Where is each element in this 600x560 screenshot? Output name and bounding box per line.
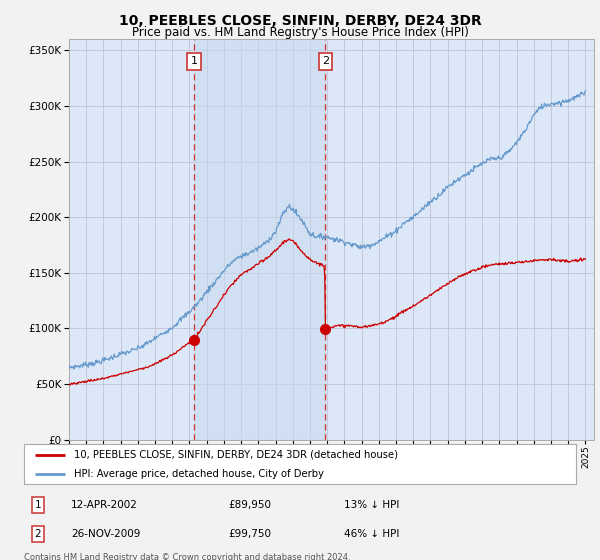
Text: 2: 2 xyxy=(322,57,329,67)
Text: 13% ↓ HPI: 13% ↓ HPI xyxy=(344,500,400,510)
Text: 46% ↓ HPI: 46% ↓ HPI xyxy=(344,529,400,539)
Text: 2: 2 xyxy=(34,529,41,539)
Bar xyxy=(194,39,325,440)
Text: 10, PEEBLES CLOSE, SINFIN, DERBY, DE24 3DR: 10, PEEBLES CLOSE, SINFIN, DERBY, DE24 3… xyxy=(119,14,481,28)
Text: 12-APR-2002: 12-APR-2002 xyxy=(71,500,138,510)
Text: 26-NOV-2009: 26-NOV-2009 xyxy=(71,529,140,539)
Text: 1: 1 xyxy=(34,500,41,510)
Text: £89,950: £89,950 xyxy=(228,500,271,510)
Text: £99,750: £99,750 xyxy=(228,529,271,539)
Text: 10, PEEBLES CLOSE, SINFIN, DERBY, DE24 3DR (detached house): 10, PEEBLES CLOSE, SINFIN, DERBY, DE24 3… xyxy=(74,450,398,460)
Text: Price paid vs. HM Land Registry's House Price Index (HPI): Price paid vs. HM Land Registry's House … xyxy=(131,26,469,39)
Text: 1: 1 xyxy=(191,57,198,67)
Text: Contains HM Land Registry data © Crown copyright and database right 2024.
This d: Contains HM Land Registry data © Crown c… xyxy=(24,553,350,560)
Text: HPI: Average price, detached house, City of Derby: HPI: Average price, detached house, City… xyxy=(74,469,323,478)
